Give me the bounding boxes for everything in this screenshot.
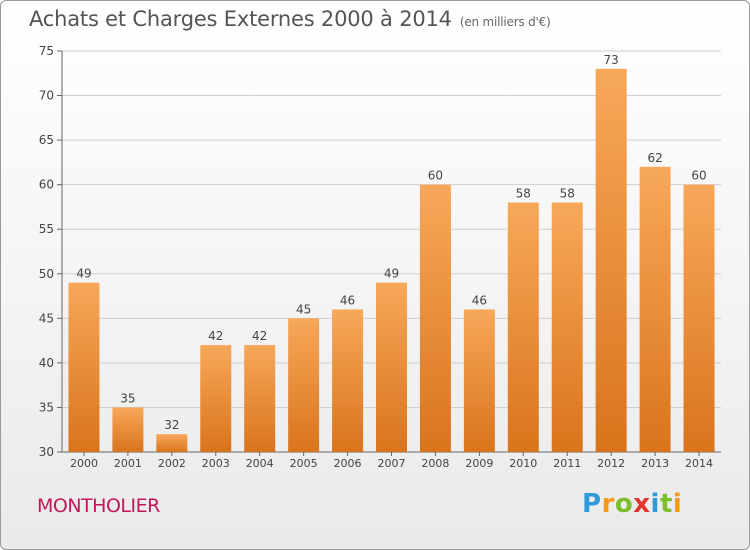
x-tick-label-2009: 2009 <box>465 457 493 470</box>
logo-letter: x <box>633 489 651 519</box>
data-label-2008: 60 <box>428 169 443 183</box>
data-label-2006: 46 <box>340 293 355 307</box>
bar-2000 <box>68 282 100 452</box>
logo-letter: i <box>672 489 683 519</box>
chart-subtitle: (en milliers d'€) <box>459 15 551 29</box>
y-tick-label: 40 <box>39 356 54 370</box>
bar-2010 <box>507 202 539 452</box>
logo-letter: o <box>614 489 634 519</box>
bar-2004 <box>244 345 276 452</box>
bar-2001 <box>112 407 144 452</box>
data-label-2000: 49 <box>76 267 91 281</box>
logo-letter: t <box>659 489 673 519</box>
bar-2002 <box>156 434 188 452</box>
x-tick-label-2008: 2008 <box>421 457 449 470</box>
proxiti-logo: Proxiti <box>582 489 682 519</box>
y-tick-label: 50 <box>39 267 54 281</box>
bar-2005 <box>288 318 320 452</box>
data-label-2005: 45 <box>296 302 311 316</box>
x-tick-label-2004: 2004 <box>246 457 274 470</box>
data-label-2009: 46 <box>472 293 487 307</box>
data-label-2007: 49 <box>384 267 399 281</box>
x-tick-label-2014: 2014 <box>685 457 713 470</box>
x-tick-label-2003: 2003 <box>202 457 230 470</box>
x-tick-label-2005: 2005 <box>290 457 318 470</box>
x-tick-label-2006: 2006 <box>334 457 362 470</box>
axes: 30 35 40 45 50 55 60 65 70 75 2000 2001 2002 2003 2004… <box>39 44 721 470</box>
bar-2012 <box>595 68 627 453</box>
y-tick-label: 55 <box>39 222 54 236</box>
x-tick-label-2012: 2012 <box>597 457 625 470</box>
bar-2009 <box>463 309 495 452</box>
y-tick-label: 35 <box>39 400 54 414</box>
title-text: Achats et Charges Externes 2000 à 2014 <box>29 7 452 31</box>
data-label-2003: 42 <box>208 329 223 343</box>
data-label-2002: 32 <box>164 418 179 432</box>
logo-letter: i <box>650 489 660 519</box>
bar-2011 <box>551 202 583 452</box>
x-tick-label-2010: 2010 <box>509 457 537 470</box>
commune-name: MONTHOLIER <box>37 495 160 517</box>
logo-letter: P <box>582 489 602 519</box>
x-tick-label-2000: 2000 <box>70 457 98 470</box>
y-tick-label: 30 <box>39 445 54 459</box>
chart-title: Achats et Charges Externes 2000 à 2014 (e… <box>29 7 551 31</box>
y-tick-label: 70 <box>39 89 54 103</box>
data-label-2013: 62 <box>647 151 662 165</box>
bar-2008 <box>419 184 451 452</box>
logo-letter: r <box>601 489 615 519</box>
data-label-2010: 58 <box>516 186 531 200</box>
data-label-2001: 35 <box>120 391 135 405</box>
bar-2013 <box>639 166 671 452</box>
y-tick-label: 45 <box>39 311 54 325</box>
x-tick-label-2011: 2011 <box>553 457 581 470</box>
bars <box>68 68 715 453</box>
bar-2003 <box>200 345 232 452</box>
y-tick-label: 75 <box>39 44 54 58</box>
x-tick-label-2002: 2002 <box>158 457 186 470</box>
bar-2006 <box>332 309 364 452</box>
data-label-2012: 73 <box>604 53 619 67</box>
bar-2014 <box>683 184 715 452</box>
x-tick-label-2001: 2001 <box>114 457 142 470</box>
data-label-2004: 42 <box>252 329 267 343</box>
data-label-2014: 60 <box>691 169 706 183</box>
x-tick-label-2007: 2007 <box>378 457 406 470</box>
data-label-2011: 58 <box>560 186 575 200</box>
y-tick-label: 65 <box>39 133 54 147</box>
y-tick-label: 60 <box>39 178 54 192</box>
bar-2007 <box>376 282 407 452</box>
x-tick-label-2013: 2013 <box>641 457 669 470</box>
data-labels: 49 35 32 42 42 45 46 49 60 46 58 58 73 62 60 <box>76 53 706 432</box>
